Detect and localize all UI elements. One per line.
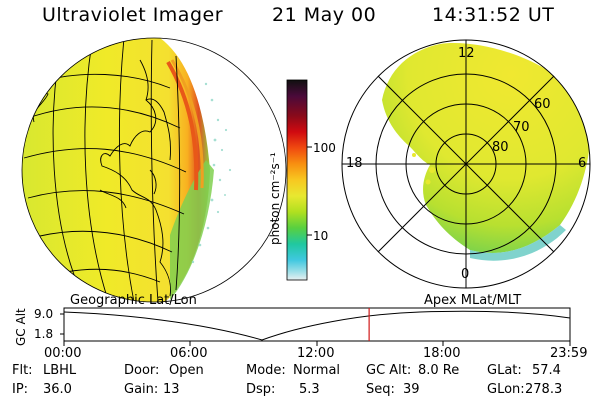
polar-mlt-label-18: 18 [346,156,363,171]
orbit-time-tick: 00:00 [44,346,82,361]
polar-mlt-label-6: 6 [578,156,587,171]
colorbar-tick-10: 10 [313,229,329,243]
glat-value: 57.4 [532,363,561,378]
orbit-ytick-top: 9.0 [34,307,54,321]
altitude-curve [63,310,571,341]
instrument-title: Ultraviolet Imager [42,4,224,26]
geo-globe-image [21,37,287,303]
polar-lat-label-80: 80 [492,140,509,155]
time-label: 14:31:52 UT [432,4,555,26]
gain-value: 13 [163,382,180,397]
dsp-value: 5.3 [299,382,320,397]
colorbar-unit-label: photon cm⁻²s⁻¹ [268,152,282,245]
door-label: Door: [124,363,160,378]
mode-label: Mode: [246,363,286,378]
ip-label: IP: [12,382,29,397]
orbit-ytick-bottom: 1.8 [34,327,54,341]
orbit-altitude-plot [60,307,571,346]
colorbar-tick-100: 100 [313,141,336,155]
gcalt-label: GC Alt: [366,363,412,378]
dsp-label: Dsp: [246,382,276,397]
colorbar [286,79,312,281]
orbit-time-tick: 18:00 [423,346,461,361]
seq-value: 39 [403,382,420,397]
polar-lat-label-70: 70 [513,120,530,135]
flt-value: LBHL [43,363,77,378]
orbit-time-tick: 12:00 [297,346,335,361]
gcalt-value: 8.0 Re [418,363,460,378]
orbit-time-tick: 06:00 [170,346,208,361]
seq-label: Seq: [366,382,395,397]
glon-label: GLon: [487,382,525,397]
polar-mlt-label-0: 0 [461,267,470,282]
gain-label: Gain: [124,382,159,397]
mode-value: Normal [293,363,341,378]
polar-mlt-label-12: 12 [458,46,475,61]
glon-value: 278.3 [525,382,563,397]
orbit-axis-label: GC Alt [14,308,28,346]
flt-label: Flt: [12,363,33,378]
geo-panel-label: Geographic Lat/Lon [70,293,197,308]
ip-value: 36.0 [43,382,72,397]
door-value: Open [169,363,204,378]
orbit-time-tick: 23:59 [550,346,588,361]
polar-panel-label: Apex MLat/MLT [424,293,522,308]
polar-mlt-plot [341,39,591,289]
date-label: 21 May 00 [272,4,377,26]
glat-label: GLat: [487,363,522,378]
polar-lat-label-60: 60 [534,97,551,112]
